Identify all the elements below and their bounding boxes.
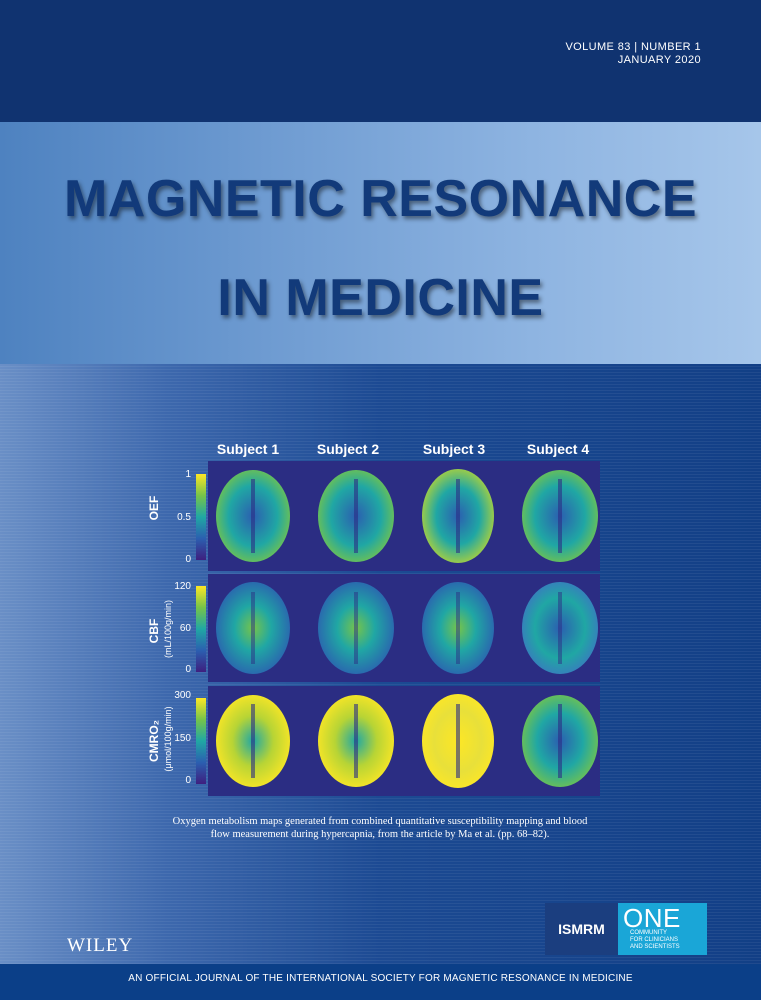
journal-title-line2: IN MEDICINE bbox=[217, 269, 544, 327]
one-logo-subtitle: COMMUNITY FOR CLINICIANS AND SCIENTISTS bbox=[630, 930, 680, 950]
panel-cbf bbox=[208, 574, 600, 682]
wiley-logo: WILEY bbox=[67, 935, 134, 956]
tick-cmro2-mid: 150 bbox=[174, 733, 191, 744]
tick-cmro2-max: 300 bbox=[174, 690, 191, 701]
figure-caption: Oxygen metabolism maps generated from co… bbox=[125, 815, 635, 841]
issue-info: VOLUME 83 | NUMBER 1 JANUARY 2020 bbox=[565, 41, 701, 67]
panel-cmro2 bbox=[208, 686, 600, 796]
one-community-logo: ONE COMMUNITY FOR CLINICIANS AND SCIENTI… bbox=[618, 903, 707, 955]
journal-title-line1: MAGNETIC RESONANCE bbox=[63, 170, 698, 228]
tick-cbf-max: 120 bbox=[174, 581, 191, 592]
tick-cmro2-min: 0 bbox=[185, 775, 191, 786]
mri-figure: Subject 1 Subject 2 Subject 3 Subject 4 … bbox=[143, 436, 618, 810]
row-label-oef: OEF bbox=[147, 495, 161, 521]
issue-date: JANUARY 2020 bbox=[617, 54, 701, 66]
volume-issue: VOLUME 83 | NUMBER 1 bbox=[565, 41, 701, 53]
colorbar-cbf bbox=[196, 586, 206, 672]
ismrm-logo: ISMRM bbox=[545, 903, 618, 955]
caption-line-1: Oxygen metabolism maps generated from co… bbox=[172, 816, 588, 827]
oef-brain-maps bbox=[216, 469, 598, 563]
caption-line-2: flow measurement during hypercapnia, fro… bbox=[210, 829, 550, 840]
row-label-cmro2: CMRO₂ bbox=[147, 720, 161, 762]
column-header-subject-1: Subject 1 bbox=[216, 441, 280, 457]
title-band: MAGNETIC RESONANCE IN MEDICINE bbox=[0, 122, 761, 364]
column-header-subject-3: Subject 3 bbox=[422, 441, 486, 457]
colorbar-oef bbox=[196, 474, 206, 560]
column-header-subject-4: Subject 4 bbox=[526, 441, 590, 457]
footer-text: AN OFFICIAL JOURNAL OF THE INTERNATIONAL… bbox=[128, 973, 633, 984]
row-label-cbf: CBF bbox=[147, 618, 161, 644]
tick-cbf-min: 0 bbox=[185, 664, 191, 675]
colorbar-cmro2 bbox=[196, 698, 206, 784]
tick-cbf-mid: 60 bbox=[179, 623, 191, 634]
panel-oef bbox=[208, 461, 600, 571]
column-header-subject-2: Subject 2 bbox=[316, 441, 380, 457]
tick-oef-min: 0 bbox=[185, 554, 191, 565]
tick-oef-mid: 0.5 bbox=[177, 512, 191, 523]
cbf-brain-maps bbox=[216, 582, 598, 674]
footer-band: AN OFFICIAL JOURNAL OF THE INTERNATIONAL… bbox=[0, 964, 761, 1000]
cmro2-brain-maps bbox=[216, 694, 598, 788]
one-logo-word: ONE bbox=[623, 903, 681, 933]
tick-oef-max: 1 bbox=[185, 469, 191, 480]
top-band: VOLUME 83 | NUMBER 1 JANUARY 2020 bbox=[0, 0, 761, 122]
